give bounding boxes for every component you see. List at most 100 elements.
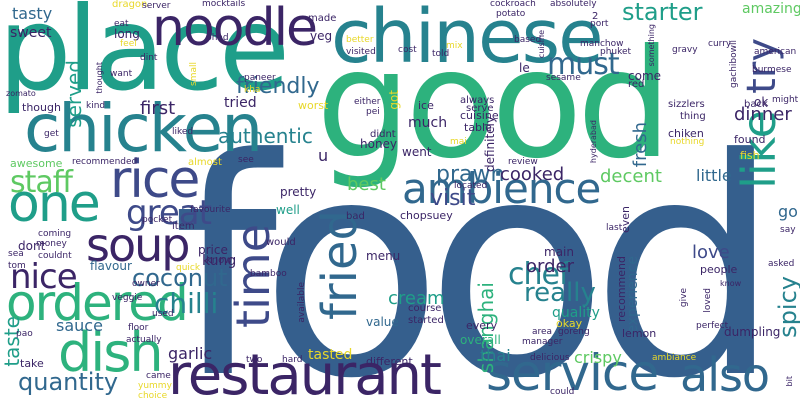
word-long: long [114, 27, 140, 41]
word-fish: fish [740, 149, 760, 162]
word-chinese: chinese [331, 0, 604, 80]
word-fresh: fresh [630, 122, 651, 168]
word-cuisine-2: cuisine [537, 30, 546, 59]
word-dragon: dragon [112, 0, 148, 10]
word-cooked: cooked [500, 164, 565, 185]
word-first: first [140, 98, 176, 119]
word-american: american [754, 47, 797, 57]
word-sea: sea [8, 249, 24, 259]
word-course: course [408, 303, 442, 314]
word-cuisine: cuisine [460, 109, 499, 122]
word-veggie: veggie [112, 293, 143, 303]
word-kung: kung [202, 253, 237, 269]
word-much: much [408, 115, 448, 131]
word-rice: rice [110, 150, 200, 210]
word-love: love [692, 242, 730, 263]
word-phad: phad [206, 33, 229, 43]
word-chef: chef [508, 257, 570, 292]
word-great: great [126, 193, 212, 233]
word-know: know [206, 255, 233, 266]
word-recommended: recommended [72, 157, 138, 167]
word-thought: thought [95, 62, 104, 94]
word-went: went [402, 145, 432, 159]
word-value: value [366, 315, 399, 329]
word-mocktails: mocktails [202, 0, 246, 9]
word-one: one [8, 174, 101, 234]
word-nothing: nothing [670, 137, 705, 147]
word-hyderabad: hyderabad [589, 120, 598, 164]
word-pei: pei [366, 107, 380, 117]
word-delicious: delicious [530, 353, 570, 363]
word-sizzlers: sizzlers [668, 99, 705, 110]
word-sesame: sesame [546, 73, 581, 83]
word-dish: dish [58, 321, 164, 384]
word-goreng: goreng [558, 327, 590, 337]
word-served: served [62, 60, 86, 128]
word-honey: honey [360, 137, 398, 151]
word-bamboo: bamboo [250, 269, 287, 279]
word-paneer: paneer [244, 73, 276, 83]
word-perfect: perfect [696, 321, 729, 331]
word-something: something [647, 24, 656, 67]
word-based: based [514, 35, 542, 45]
word-located: located [454, 181, 488, 191]
word-starter: starter [622, 0, 703, 26]
word-2: 2 [592, 11, 599, 22]
word-prawn: prawn [436, 162, 505, 187]
word-garlic: garlic [168, 344, 213, 363]
word-two: two [246, 355, 263, 365]
word-authentic: authentic [218, 124, 313, 148]
word-could: could [550, 387, 575, 397]
word-want: want [110, 69, 133, 79]
word-recommend: recommend [615, 256, 628, 322]
word-awesome: awesome [10, 157, 63, 170]
word-taste: taste [0, 316, 24, 367]
word-visited: visited [346, 47, 376, 57]
word-actually: actually [126, 335, 162, 345]
word-lemon: lemon [622, 327, 657, 340]
word-food: food [172, 95, 781, 400]
word-coming: coming [38, 229, 72, 239]
word-serve: serve [466, 103, 494, 114]
word-dint: dint [140, 53, 158, 63]
word-mai: mai [450, 137, 467, 147]
word-potato: potato [496, 9, 526, 19]
word-people: people [700, 263, 738, 276]
word-take: take [20, 357, 44, 370]
word-well: well [276, 203, 300, 217]
word-would: would [266, 237, 296, 248]
word-review: review [508, 157, 538, 167]
word-quality: quality [552, 305, 600, 321]
word-burmese: burmese [752, 65, 792, 75]
word-little: little [696, 166, 732, 185]
word-tasted: tasted [308, 347, 353, 363]
word-give: give [679, 288, 689, 308]
word-order: order [526, 256, 574, 277]
word-though: though [22, 101, 61, 114]
word-main: main [544, 245, 574, 259]
word-pocket: pocket [142, 215, 173, 225]
word-told: told [432, 49, 450, 59]
word-say: say [780, 225, 796, 235]
word-price: price [198, 243, 228, 257]
word-last: last [606, 223, 623, 233]
word-veg: veg [310, 29, 333, 43]
word-ambiance: ambiance [652, 353, 697, 363]
word-definitely: definitely [483, 116, 497, 173]
word-chicken: chicken [24, 90, 263, 167]
word-menu: menu [366, 249, 401, 263]
word-owner: owner [132, 279, 160, 289]
word-area: area [532, 327, 553, 337]
word-liked: liked [172, 127, 194, 137]
word-cream: cream [388, 288, 445, 309]
word-zomato: zomato [6, 89, 36, 98]
word-friendly: friendly [236, 74, 320, 99]
word-flavour: flavour [90, 259, 132, 273]
word-ambience: ambience [402, 164, 601, 213]
word-phuket: phuket [600, 47, 632, 57]
word-sauce: sauce [56, 316, 103, 335]
word-eat: eat [114, 19, 129, 29]
word-sweet: sweet [10, 25, 52, 41]
word-might: might [772, 95, 799, 105]
